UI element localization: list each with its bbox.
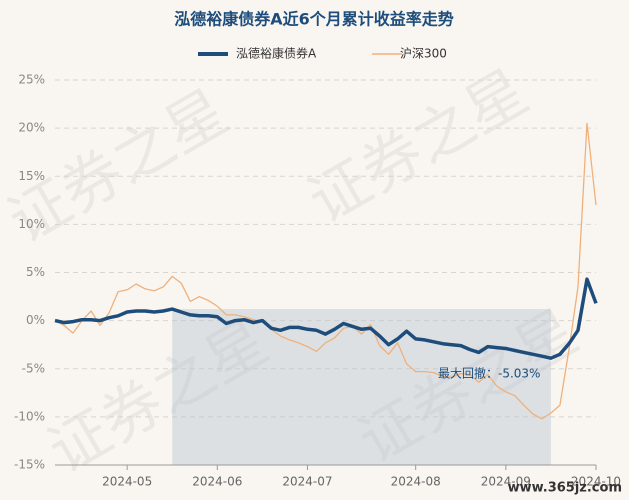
y-tick-label: 5%: [26, 265, 45, 279]
legend-label: 泓德裕康债券A: [236, 46, 317, 61]
drawdown-area: [172, 309, 551, 465]
x-tick-label: 2024-06: [192, 475, 242, 489]
y-tick-label: 10%: [18, 217, 45, 231]
y-tick-label: 20%: [18, 121, 45, 135]
series-line: [54, 277, 598, 360]
x-tick-label: 2024-05: [102, 475, 152, 489]
x-tick-label: 2024-10: [571, 475, 621, 489]
y-tick-label: -15%: [14, 458, 45, 472]
drawdown-label: 最大回撤：-5.03%: [438, 366, 540, 381]
x-tick-label: 2024-08: [391, 475, 441, 489]
y-tick-label: 15%: [18, 169, 45, 183]
y-tick-label: -10%: [14, 409, 45, 423]
chart-title: 泓德裕康债券A近6个月累计收益率走势: [174, 10, 454, 29]
series-line: [54, 122, 597, 420]
y-tick-label: 0%: [26, 313, 45, 327]
y-tick-label: 25%: [18, 73, 45, 87]
x-tick-label: 2024-07: [282, 475, 332, 489]
legend-label: 沪深300: [400, 47, 447, 61]
source: www.365jz.com: [508, 481, 622, 496]
x-tick-label: 2024-09: [481, 475, 531, 489]
y-tick-label: -5%: [22, 361, 45, 375]
